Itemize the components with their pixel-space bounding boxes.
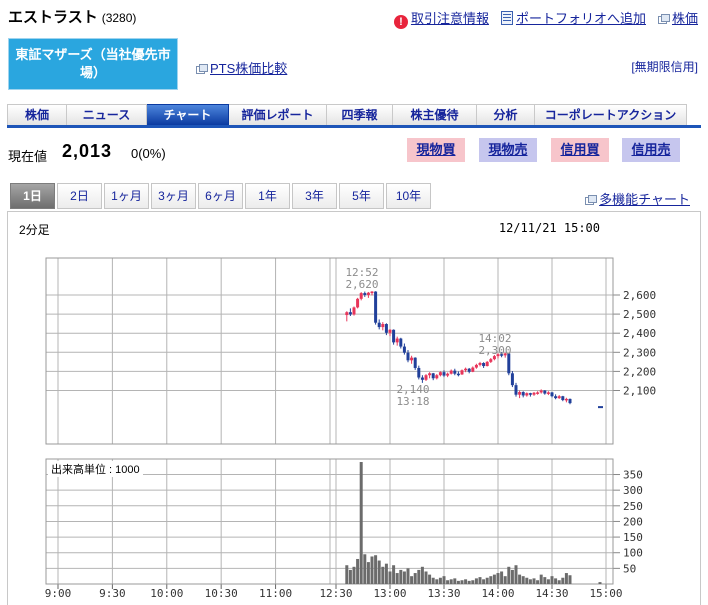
period-tab-7[interactable]: 3年	[292, 183, 337, 209]
pts-price-compare-link[interactable]: PTS株価比較	[196, 58, 287, 78]
price-change-value: 0(0%)	[131, 146, 166, 161]
svg-text:2,500: 2,500	[623, 308, 656, 321]
candlestick-series	[345, 291, 603, 584]
svg-text:150: 150	[623, 531, 643, 544]
svg-text:2,600: 2,600	[623, 289, 656, 302]
trade-button-3[interactable]: 信用買	[551, 138, 609, 162]
svg-text:2,300: 2,300	[478, 344, 511, 357]
svg-text:200: 200	[623, 515, 643, 528]
external-window-icon	[585, 195, 598, 206]
period-tab-4[interactable]: 3ヶ月	[151, 183, 196, 209]
tab-6[interactable]: 株主優待	[393, 104, 477, 125]
svg-text:13:18: 13:18	[396, 395, 429, 408]
alert-icon: !	[393, 15, 408, 29]
period-tab-9[interactable]: 10年	[386, 183, 431, 209]
svg-text:9:30: 9:30	[99, 587, 126, 600]
main-tabs: 株価 ニュース チャート 評価レポート 四季報 株主優待 分析 コーポレートアクション	[7, 104, 701, 125]
svg-text:13:00: 13:00	[373, 587, 406, 600]
period-tab-6[interactable]: 1年	[245, 183, 290, 209]
period-tab-8[interactable]: 5年	[339, 183, 384, 209]
current-price-label: 現在値	[8, 149, 48, 164]
multi-function-chart-link[interactable]: 多機能チャート	[585, 189, 690, 209]
tab-8[interactable]: コーポレートアクション	[535, 104, 687, 125]
svg-text:100: 100	[623, 547, 643, 560]
svg-text:14:00: 14:00	[481, 587, 514, 600]
tab-1[interactable]: 株価	[7, 104, 67, 125]
svg-text:15:00: 15:00	[589, 587, 622, 600]
chart-timestamp: 12/11/21 15:00	[498, 221, 600, 235]
tab-2[interactable]: ニュース	[67, 104, 147, 125]
svg-text:14:30: 14:30	[535, 587, 568, 600]
svg-text:2,140: 2,140	[396, 383, 429, 396]
svg-text:2,400: 2,400	[623, 327, 656, 340]
svg-text:50: 50	[623, 562, 636, 575]
svg-text:2,620: 2,620	[345, 278, 378, 291]
chart-period-tabs: 1日 2日 1ヶ月 3ヶ月 6ヶ月 1年 3年 5年 10年	[10, 183, 433, 209]
header-links: ! 取引注意情報 ポートフォリオへ追加 株価	[382, 8, 698, 29]
svg-text:13:30: 13:30	[427, 587, 460, 600]
document-icon	[500, 11, 513, 25]
volume-unit-label: 出来高単位 : 1000	[48, 461, 143, 477]
trade-button-4[interactable]: 信用売	[622, 138, 680, 162]
svg-text:9:00: 9:00	[45, 587, 72, 600]
price-volume-chart: 2,600 2,500 2,400 2,300 2,200 2,100 350 300 250 2…	[45, 257, 656, 600]
period-tab-3[interactable]: 1ヶ月	[104, 183, 149, 209]
page-title: エストラスト (3280)	[8, 6, 136, 27]
trade-buttons: 現物買 現物売 信用買 信用売	[0, 138, 700, 162]
svg-text:2,100: 2,100	[623, 385, 656, 398]
period-tab-2[interactable]: 2日	[57, 183, 102, 209]
current-price-value: 2,013	[62, 141, 113, 161]
period-tab-1[interactable]: 1日	[10, 183, 55, 209]
svg-text:300: 300	[623, 484, 643, 497]
tab-7[interactable]: 分析	[477, 104, 535, 125]
header-link[interactable]: ポートフォリオへ追加	[500, 10, 646, 27]
svg-text:12:52: 12:52	[345, 266, 378, 279]
market-badge: 東証マザーズ（当社優先市場）	[8, 38, 178, 90]
main-tab-bar: 株価 ニュース チャート 評価レポート 四季報 株主優待 分析 コーポレートアクション	[7, 104, 701, 128]
tab-3[interactable]: チャート	[147, 104, 229, 125]
interval-label: 2分足	[19, 223, 50, 237]
external-window-icon	[657, 14, 670, 25]
svg-text:10:30: 10:30	[205, 587, 238, 600]
svg-text:2,200: 2,200	[623, 365, 656, 378]
chart-container: 2分足 12/11/21 15:00 2,600 2,500 2,400 2,300 2…	[7, 211, 701, 605]
trade-button-2[interactable]: 現物売	[479, 138, 537, 162]
stock-code: (3280)	[101, 11, 137, 25]
credit-type-label: [無期限信用]	[631, 60, 698, 74]
header-link[interactable]: ! 取引注意情報	[393, 10, 489, 29]
svg-text:2,300: 2,300	[623, 346, 656, 359]
tab-4[interactable]: 評価レポート	[229, 104, 327, 125]
svg-text:11:00: 11:00	[259, 587, 292, 600]
stock-name: エストラスト	[8, 9, 98, 26]
svg-text:350: 350	[623, 469, 643, 482]
external-window-icon	[196, 64, 208, 75]
trade-button-1[interactable]: 現物買	[407, 138, 465, 162]
svg-text:10:00: 10:00	[150, 587, 183, 600]
svg-text:250: 250	[623, 500, 643, 513]
svg-text:14:02: 14:02	[478, 332, 511, 345]
svg-text:12:30: 12:30	[319, 587, 352, 600]
tab-5[interactable]: 四季報	[327, 104, 393, 125]
period-tab-5[interactable]: 6ヶ月	[198, 183, 243, 209]
header-link[interactable]: 株価	[657, 10, 698, 27]
